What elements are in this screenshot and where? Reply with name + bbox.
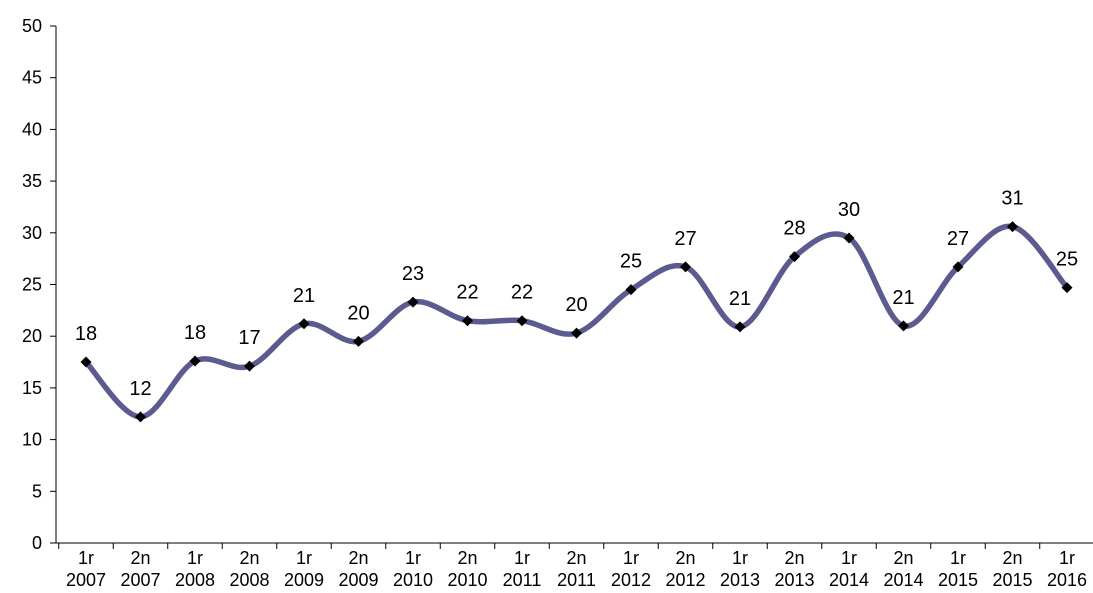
x-tick-label-half: 2n: [457, 548, 477, 568]
data-point-marker: [789, 251, 800, 263]
x-tick-label-year: 2014: [883, 570, 923, 590]
data-label: 23: [402, 263, 424, 285]
data-label: 22: [511, 282, 533, 304]
y-tick-label: 25: [22, 275, 42, 295]
x-tick-label-half: 2n: [239, 548, 259, 568]
x-tick-label-year: 2011: [557, 570, 596, 590]
data-point-marker: [1007, 221, 1018, 233]
x-tick-label-year: 2009: [284, 570, 324, 590]
data-point-marker: [462, 315, 473, 327]
x-tick-label-year: 2009: [338, 570, 378, 590]
x-tick-label-half: 1r: [405, 548, 421, 568]
data-point-marker: [680, 261, 691, 273]
data-point-marker: [135, 411, 146, 423]
x-tick-label-year: 2015: [938, 570, 978, 590]
data-label: 21: [729, 288, 751, 310]
y-tick-label: 20: [22, 326, 42, 346]
data-label: 18: [75, 323, 97, 345]
x-tick-label-year: 2013: [720, 570, 760, 590]
data-point-marker: [80, 356, 92, 368]
data-point-marker: [189, 355, 201, 367]
data-label: 31: [1001, 188, 1023, 210]
data-label: 18: [184, 322, 206, 344]
data-label: 28: [783, 218, 805, 240]
x-tick-label-year: 2008: [229, 570, 269, 590]
axes: [50, 25, 1093, 549]
data-labels: 18 12 18 17 21 20 23 22 22 20 25 27 21 28 30 21 27 31 25: [75, 188, 1078, 400]
data-label: 25: [1056, 249, 1078, 271]
x-tick-label-year: 2008: [175, 570, 215, 590]
data-point-marker: [244, 360, 255, 372]
data-label: 27: [947, 228, 969, 250]
x-tick-label-half: 1r: [514, 548, 530, 568]
data-point-marker: [952, 261, 964, 273]
x-tick-label-half: 1r: [187, 548, 203, 568]
data-point-marker: [298, 318, 310, 330]
series-line: [83, 223, 1070, 420]
x-tick-label-year: 2010: [447, 570, 487, 590]
y-tick-label: 50: [22, 16, 42, 36]
data-label: 17: [238, 327, 260, 349]
data-point-marker: [571, 327, 582, 339]
x-tick-label-half: 2n: [1002, 548, 1022, 568]
x-tick-label-year: 2013: [774, 570, 814, 590]
x-tick-label-half: 1r: [623, 548, 639, 568]
y-tick-label: 0: [32, 533, 42, 553]
x-tick-label-half: 1r: [78, 548, 94, 568]
data-label: 25: [620, 251, 642, 273]
x-tick-label-half: 1r: [1059, 548, 1075, 568]
data-point-marker: [734, 321, 746, 333]
x-tick-label-year: 2011: [503, 570, 542, 590]
x-tick-label-year: 2007: [66, 570, 106, 590]
data-label: 12: [129, 378, 151, 400]
x-tick-label-half: 2n: [784, 548, 804, 568]
x-tick-label-year: 2016: [1047, 570, 1087, 590]
x-tick-label-year: 2010: [393, 570, 433, 590]
y-tick-label: 45: [22, 68, 42, 88]
data-label: 27: [674, 228, 696, 250]
data-point-marker: [1061, 282, 1073, 294]
x-tick-label-year: 2014: [829, 570, 869, 590]
x-tick-label-year: 2012: [665, 570, 705, 590]
x-tick-label-half: 1r: [296, 548, 312, 568]
x-tick-label-half: 2n: [130, 548, 150, 568]
data-label: 30: [838, 199, 860, 221]
data-label: 21: [293, 285, 315, 307]
y-tick-label: 10: [22, 430, 42, 450]
data-point-marker: [898, 320, 909, 332]
y-tick-label: 35: [22, 171, 42, 191]
x-tick-label-year: 2015: [992, 570, 1032, 590]
y-tick-label: 15: [22, 378, 42, 398]
x-tick-label-half: 1r: [732, 548, 748, 568]
data-point-marker: [625, 284, 637, 296]
y-tick-label: 40: [22, 119, 42, 139]
data-point-marker: [353, 335, 364, 347]
x-axis-tick-labels: 1r20072n20071r20082n20081r20092n20091r20…: [66, 548, 1087, 590]
x-tick-label-half: 2n: [675, 548, 695, 568]
data-label: 21: [892, 287, 914, 309]
data-label: 22: [456, 282, 478, 304]
y-axis-tick-labels: 0 5 10 15 20 25 30 35 40 45 50: [22, 16, 42, 553]
x-tick-label-year: 2012: [611, 570, 651, 590]
y-tick-label: 30: [22, 223, 42, 243]
data-point-marker: [516, 315, 528, 327]
y-tick-label: 5: [32, 481, 42, 501]
series-line-group: [83, 223, 1070, 420]
series-markers: [80, 221, 1073, 423]
data-label: 20: [347, 302, 369, 324]
x-tick-label-half: 2n: [893, 548, 913, 568]
x-tick-label-half: 1r: [950, 548, 966, 568]
x-tick-label-year: 2007: [120, 570, 160, 590]
x-tick-label-half: 1r: [841, 548, 857, 568]
x-tick-label-half: 2n: [566, 548, 586, 568]
data-point-marker: [407, 296, 419, 308]
x-tick-label-half: 2n: [348, 548, 368, 568]
data-point-marker: [843, 232, 855, 244]
data-label: 20: [565, 294, 587, 316]
